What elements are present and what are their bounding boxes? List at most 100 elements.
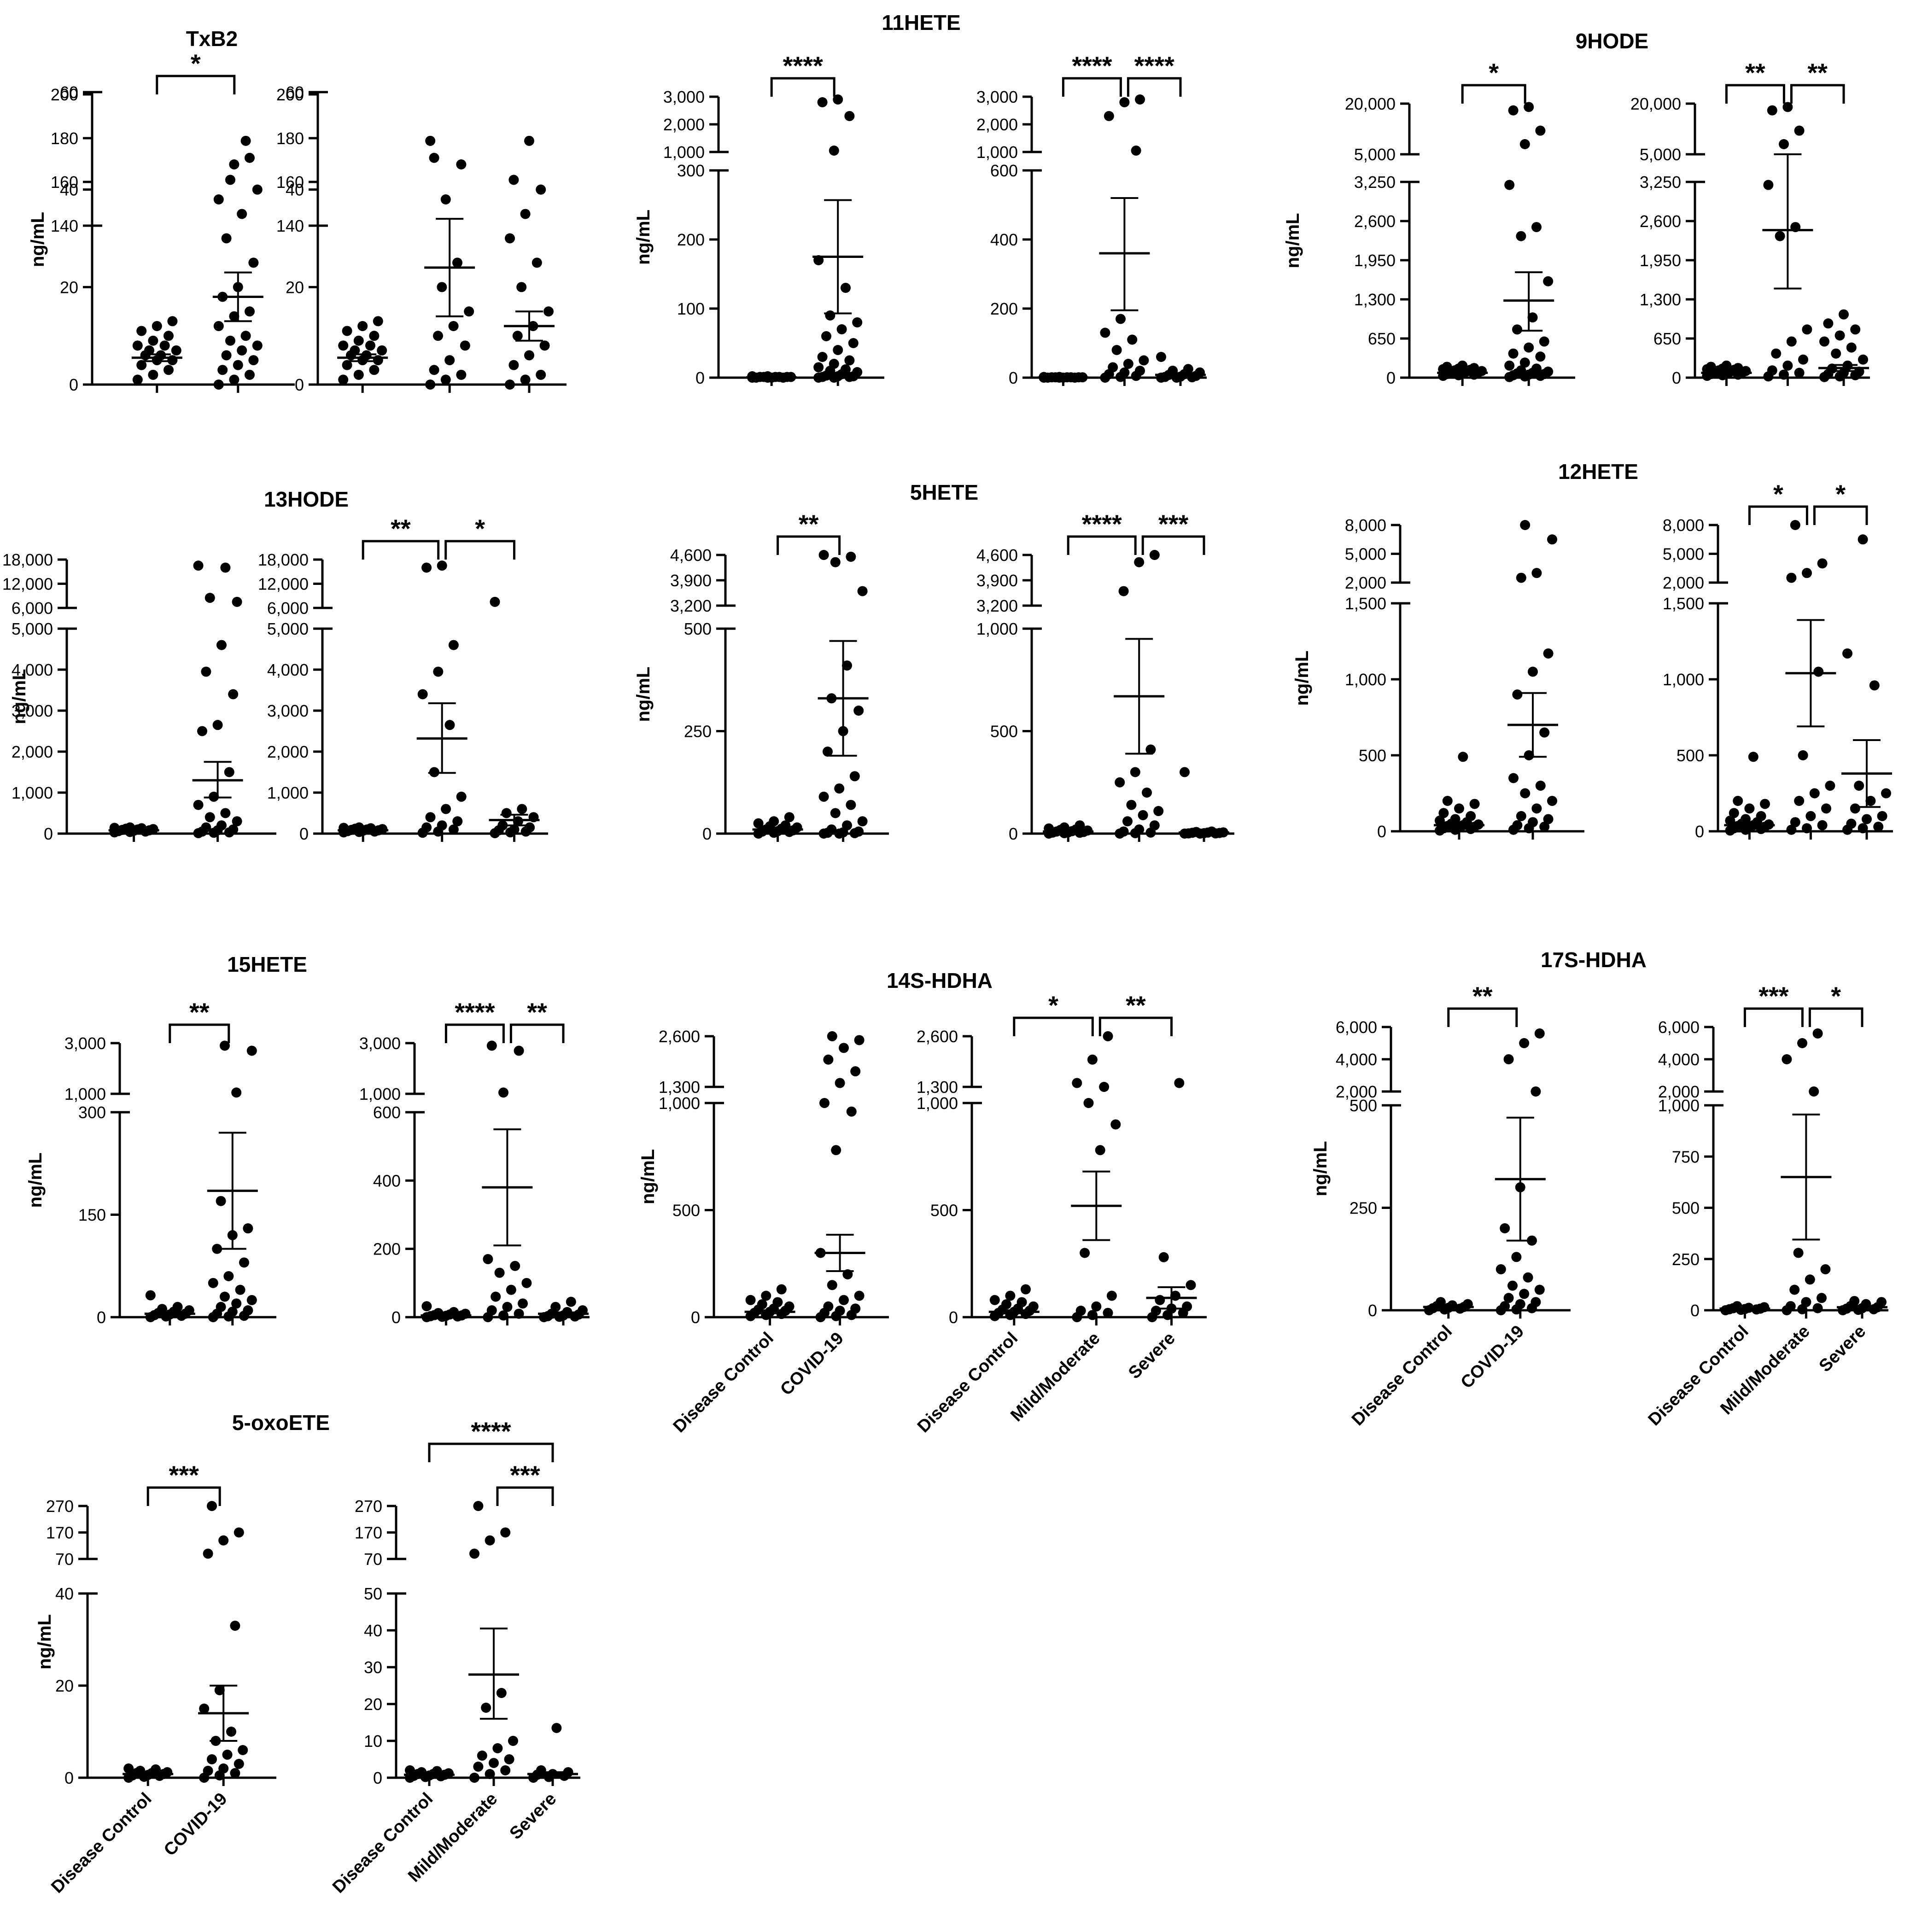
y-tick-label: 4,000 [1658, 1050, 1700, 1069]
y-tick-label: 8,000 [1663, 516, 1704, 535]
y-tick-label: 60 [286, 83, 304, 102]
data-point [850, 1303, 861, 1314]
data-point [1438, 808, 1449, 818]
y-tick-label: 6,000 [1336, 1018, 1377, 1037]
y-tick-label: 0 [1009, 368, 1018, 387]
data-point [1520, 788, 1531, 799]
data-point [836, 324, 847, 334]
data-point [1116, 314, 1126, 324]
data-point [1515, 1299, 1525, 1309]
data-point [218, 1763, 229, 1774]
data-point [857, 816, 868, 827]
y-tick-label: 500 [1672, 1199, 1700, 1218]
y-tick-label: 40 [60, 181, 78, 199]
data-point [1118, 826, 1129, 837]
data-point [437, 820, 447, 831]
data-point [1458, 752, 1468, 762]
y-tick-label: 1,000 [976, 143, 1018, 162]
y-tick-label: 500 [990, 722, 1018, 741]
data-point [1794, 368, 1805, 378]
data-point [421, 822, 432, 833]
y-tick-label: 70 [364, 1550, 382, 1569]
data-point [508, 1736, 518, 1746]
data-point [1072, 1078, 1082, 1088]
y-axis-label: ng/mL [1292, 651, 1312, 706]
y-tick-label: 40 [286, 181, 304, 199]
data-point [1817, 558, 1828, 569]
data-point [850, 1066, 861, 1077]
y-tick-label: 12,000 [258, 575, 309, 594]
data-point [1543, 648, 1554, 659]
data-point [1135, 366, 1145, 376]
data-point [1099, 1082, 1110, 1092]
y-tick-label: 200 [373, 1240, 401, 1259]
significance-bracket [444, 540, 515, 560]
data-point [550, 1302, 561, 1312]
y-tick-label: 0 [64, 1769, 74, 1787]
data-point [852, 317, 863, 327]
data-point [252, 340, 263, 351]
data-point [486, 1305, 497, 1316]
data-point [164, 365, 174, 375]
y-tick-label: 4,000 [1336, 1050, 1377, 1069]
y-tick-label: 650 [1368, 329, 1396, 348]
data-point [229, 311, 240, 321]
data-point [221, 233, 232, 244]
y-tick-label: 200 [51, 85, 78, 104]
data-point [444, 720, 455, 730]
data-point [448, 321, 459, 331]
data-point [1528, 666, 1538, 677]
data-point [835, 1306, 845, 1316]
data-point [1802, 568, 1812, 578]
data-point [437, 560, 447, 571]
data-point [437, 282, 447, 292]
y-tick-label: 400 [990, 230, 1018, 249]
data-point [491, 1291, 501, 1302]
data-point [516, 282, 527, 292]
y-tick-label: 200 [677, 230, 705, 249]
data-point [460, 340, 470, 351]
data-point [227, 1307, 238, 1317]
y-tick-label: 1,000 [663, 143, 705, 162]
data-point [818, 791, 829, 802]
data-point [1126, 800, 1137, 810]
data-point [1104, 111, 1114, 121]
data-point [1531, 1086, 1541, 1097]
data-point [232, 816, 242, 827]
data-point [524, 135, 534, 146]
data-point [769, 816, 779, 827]
panel-two-group: 0 20 40 70 170 270 Disease Control COVID-19 *** [46, 1460, 276, 1897]
data-point [1174, 1078, 1185, 1088]
data-point [483, 1254, 493, 1264]
data-point [1547, 534, 1557, 545]
data-point [1436, 1297, 1446, 1307]
data-point [1095, 1145, 1105, 1156]
chart-title: 14S-HDHA [887, 969, 993, 992]
data-point [1142, 788, 1152, 798]
data-point [825, 310, 835, 321]
data-point [745, 1295, 756, 1305]
data-point [1508, 773, 1519, 783]
y-tick-label: 1,000 [1345, 670, 1386, 689]
data-point [1516, 365, 1526, 376]
data-point [1820, 1264, 1831, 1274]
significance-bracket [1013, 1016, 1094, 1036]
chart-15hete: 15HETEng/mL01503001,0003,000**0200400600… [25, 952, 590, 1327]
data-point [1512, 820, 1523, 830]
data-point [1534, 1028, 1545, 1039]
y-tick-label: 1,000 [1663, 670, 1704, 689]
y-tick-label: 2,000 [976, 115, 1018, 134]
y-tick-label: 500 [1359, 746, 1386, 765]
data-point [1186, 1280, 1196, 1290]
data-point [833, 345, 843, 355]
data-point [1028, 1301, 1039, 1312]
chart-title: 17S-HDHA [1541, 948, 1647, 972]
y-tick-label: 20 [364, 1695, 382, 1714]
data-point [506, 1284, 516, 1295]
data-point [1519, 139, 1530, 149]
data-point [235, 1284, 245, 1295]
data-point [220, 1040, 230, 1051]
y-tick-label: 1,000 [267, 783, 309, 802]
